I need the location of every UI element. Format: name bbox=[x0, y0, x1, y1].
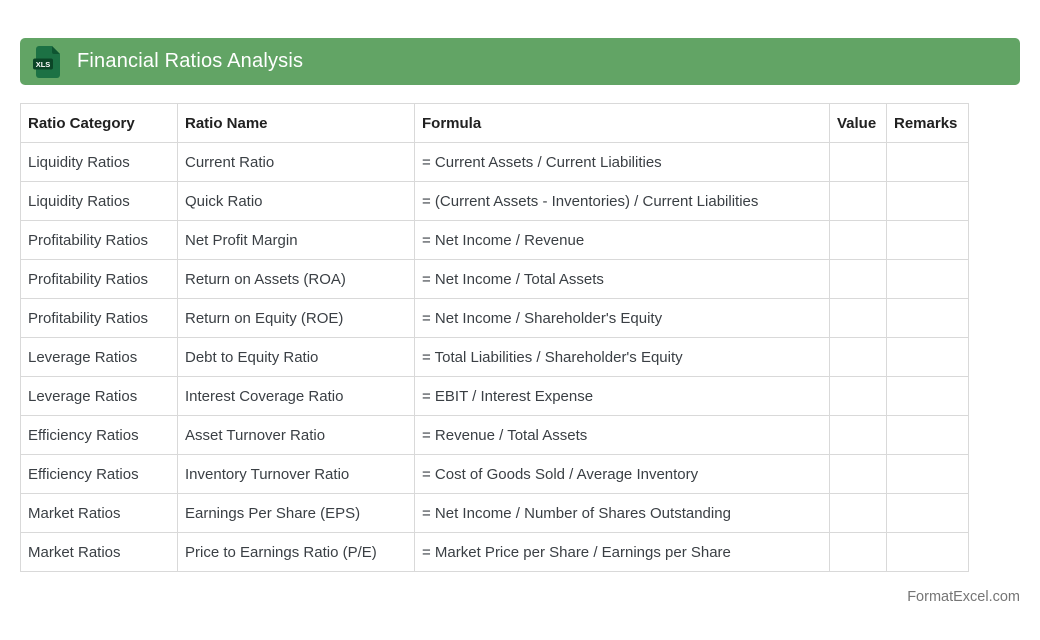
table-row: Profitability Ratios Return on Assets (R… bbox=[20, 259, 969, 299]
cell-formula: = Net Income / Number of Shares Outstand… bbox=[414, 493, 830, 533]
cell-category: Market Ratios bbox=[20, 532, 178, 572]
table-row: Efficiency Ratios Asset Turnover Ratio =… bbox=[20, 415, 969, 455]
cell-formula: = Total Liabilities / Shareholder's Equi… bbox=[414, 337, 830, 377]
cell-formula: = Net Income / Total Assets bbox=[414, 259, 830, 299]
cell-remarks bbox=[886, 532, 969, 572]
cell-name: Debt to Equity Ratio bbox=[177, 337, 415, 377]
cell-name: Current Ratio bbox=[177, 142, 415, 182]
table-row: Profitability Ratios Return on Equity (R… bbox=[20, 298, 969, 338]
header-cell-remarks: Remarks bbox=[886, 103, 969, 143]
table-row: Profitability Ratios Net Profit Margin =… bbox=[20, 220, 969, 260]
header-cell-ratio-name: Ratio Name bbox=[177, 103, 415, 143]
header-bar: XLS Financial Ratios Analysis bbox=[20, 38, 1020, 85]
cell-category: Efficiency Ratios bbox=[20, 415, 178, 455]
table-row: Leverage Ratios Debt to Equity Ratio = T… bbox=[20, 337, 969, 377]
cell-name: Net Profit Margin bbox=[177, 220, 415, 260]
cell-remarks bbox=[886, 220, 969, 260]
cell-value bbox=[829, 532, 887, 572]
cell-formula: = Net Income / Revenue bbox=[414, 220, 830, 260]
cell-formula: = (Current Assets - Inventories) / Curre… bbox=[414, 181, 830, 221]
cell-value bbox=[829, 415, 887, 455]
table-row: Market Ratios Earnings Per Share (EPS) =… bbox=[20, 493, 969, 533]
cell-value bbox=[829, 181, 887, 221]
table-row: Efficiency Ratios Inventory Turnover Rat… bbox=[20, 454, 969, 494]
cell-value bbox=[829, 142, 887, 182]
cell-category: Profitability Ratios bbox=[20, 259, 178, 299]
cell-remarks bbox=[886, 181, 969, 221]
cell-remarks bbox=[886, 259, 969, 299]
cell-value bbox=[829, 337, 887, 377]
cell-value bbox=[829, 298, 887, 338]
cell-formula: = Revenue / Total Assets bbox=[414, 415, 830, 455]
cell-remarks bbox=[886, 376, 969, 416]
table-row: Market Ratios Price to Earnings Ratio (P… bbox=[20, 532, 969, 572]
cell-category: Leverage Ratios bbox=[20, 337, 178, 377]
cell-category: Profitability Ratios bbox=[20, 220, 178, 260]
table-row: Liquidity Ratios Quick Ratio = (Current … bbox=[20, 181, 969, 221]
cell-category: Efficiency Ratios bbox=[20, 454, 178, 494]
cell-formula: = Market Price per Share / Earnings per … bbox=[414, 532, 830, 572]
cell-remarks bbox=[886, 298, 969, 338]
cell-name: Quick Ratio bbox=[177, 181, 415, 221]
page-container: XLS Financial Ratios Analysis Ratio Cate… bbox=[20, 38, 1020, 605]
cell-category: Liquidity Ratios bbox=[20, 181, 178, 221]
cell-name: Asset Turnover Ratio bbox=[177, 415, 415, 455]
cell-name: Interest Coverage Ratio bbox=[177, 376, 415, 416]
cell-category: Leverage Ratios bbox=[20, 376, 178, 416]
header-cell-value: Value bbox=[829, 103, 887, 143]
cell-category: Profitability Ratios bbox=[20, 298, 178, 338]
table-wrap: Ratio Category Ratio Name Formula Value … bbox=[20, 103, 1020, 572]
footer: FormatExcel.com bbox=[20, 589, 1020, 605]
cell-category: Market Ratios bbox=[20, 493, 178, 533]
table-row: Liquidity Ratios Current Ratio = Current… bbox=[20, 142, 969, 182]
cell-formula: = EBIT / Interest Expense bbox=[414, 376, 830, 416]
table-row: Leverage Ratios Interest Coverage Ratio … bbox=[20, 376, 969, 416]
cell-name: Return on Assets (ROA) bbox=[177, 259, 415, 299]
cell-value bbox=[829, 493, 887, 533]
cell-formula: = Cost of Goods Sold / Average Inventory bbox=[414, 454, 830, 494]
cell-category: Liquidity Ratios bbox=[20, 142, 178, 182]
cell-remarks bbox=[886, 337, 969, 377]
cell-remarks bbox=[886, 493, 969, 533]
xls-icon-label: XLS bbox=[36, 60, 51, 69]
footer-credit: FormatExcel.com bbox=[907, 589, 1020, 605]
table-header-row: Ratio Category Ratio Name Formula Value … bbox=[20, 103, 969, 143]
page-title: Financial Ratios Analysis bbox=[77, 50, 304, 72]
header-cell-ratio-category: Ratio Category bbox=[20, 103, 178, 143]
financial-ratios-table: Ratio Category Ratio Name Formula Value … bbox=[20, 103, 969, 572]
cell-value bbox=[829, 454, 887, 494]
cell-value bbox=[829, 220, 887, 260]
header-cell-formula: Formula bbox=[414, 103, 830, 143]
xls-file-icon: XLS bbox=[33, 45, 60, 78]
cell-name: Inventory Turnover Ratio bbox=[177, 454, 415, 494]
cell-remarks bbox=[886, 454, 969, 494]
cell-value bbox=[829, 259, 887, 299]
cell-formula: = Current Assets / Current Liabilities bbox=[414, 142, 830, 182]
cell-remarks bbox=[886, 142, 969, 182]
cell-remarks bbox=[886, 415, 969, 455]
cell-name: Earnings Per Share (EPS) bbox=[177, 493, 415, 533]
cell-value bbox=[829, 376, 887, 416]
cell-formula: = Net Income / Shareholder's Equity bbox=[414, 298, 830, 338]
cell-name: Return on Equity (ROE) bbox=[177, 298, 415, 338]
cell-name: Price to Earnings Ratio (P/E) bbox=[177, 532, 415, 572]
